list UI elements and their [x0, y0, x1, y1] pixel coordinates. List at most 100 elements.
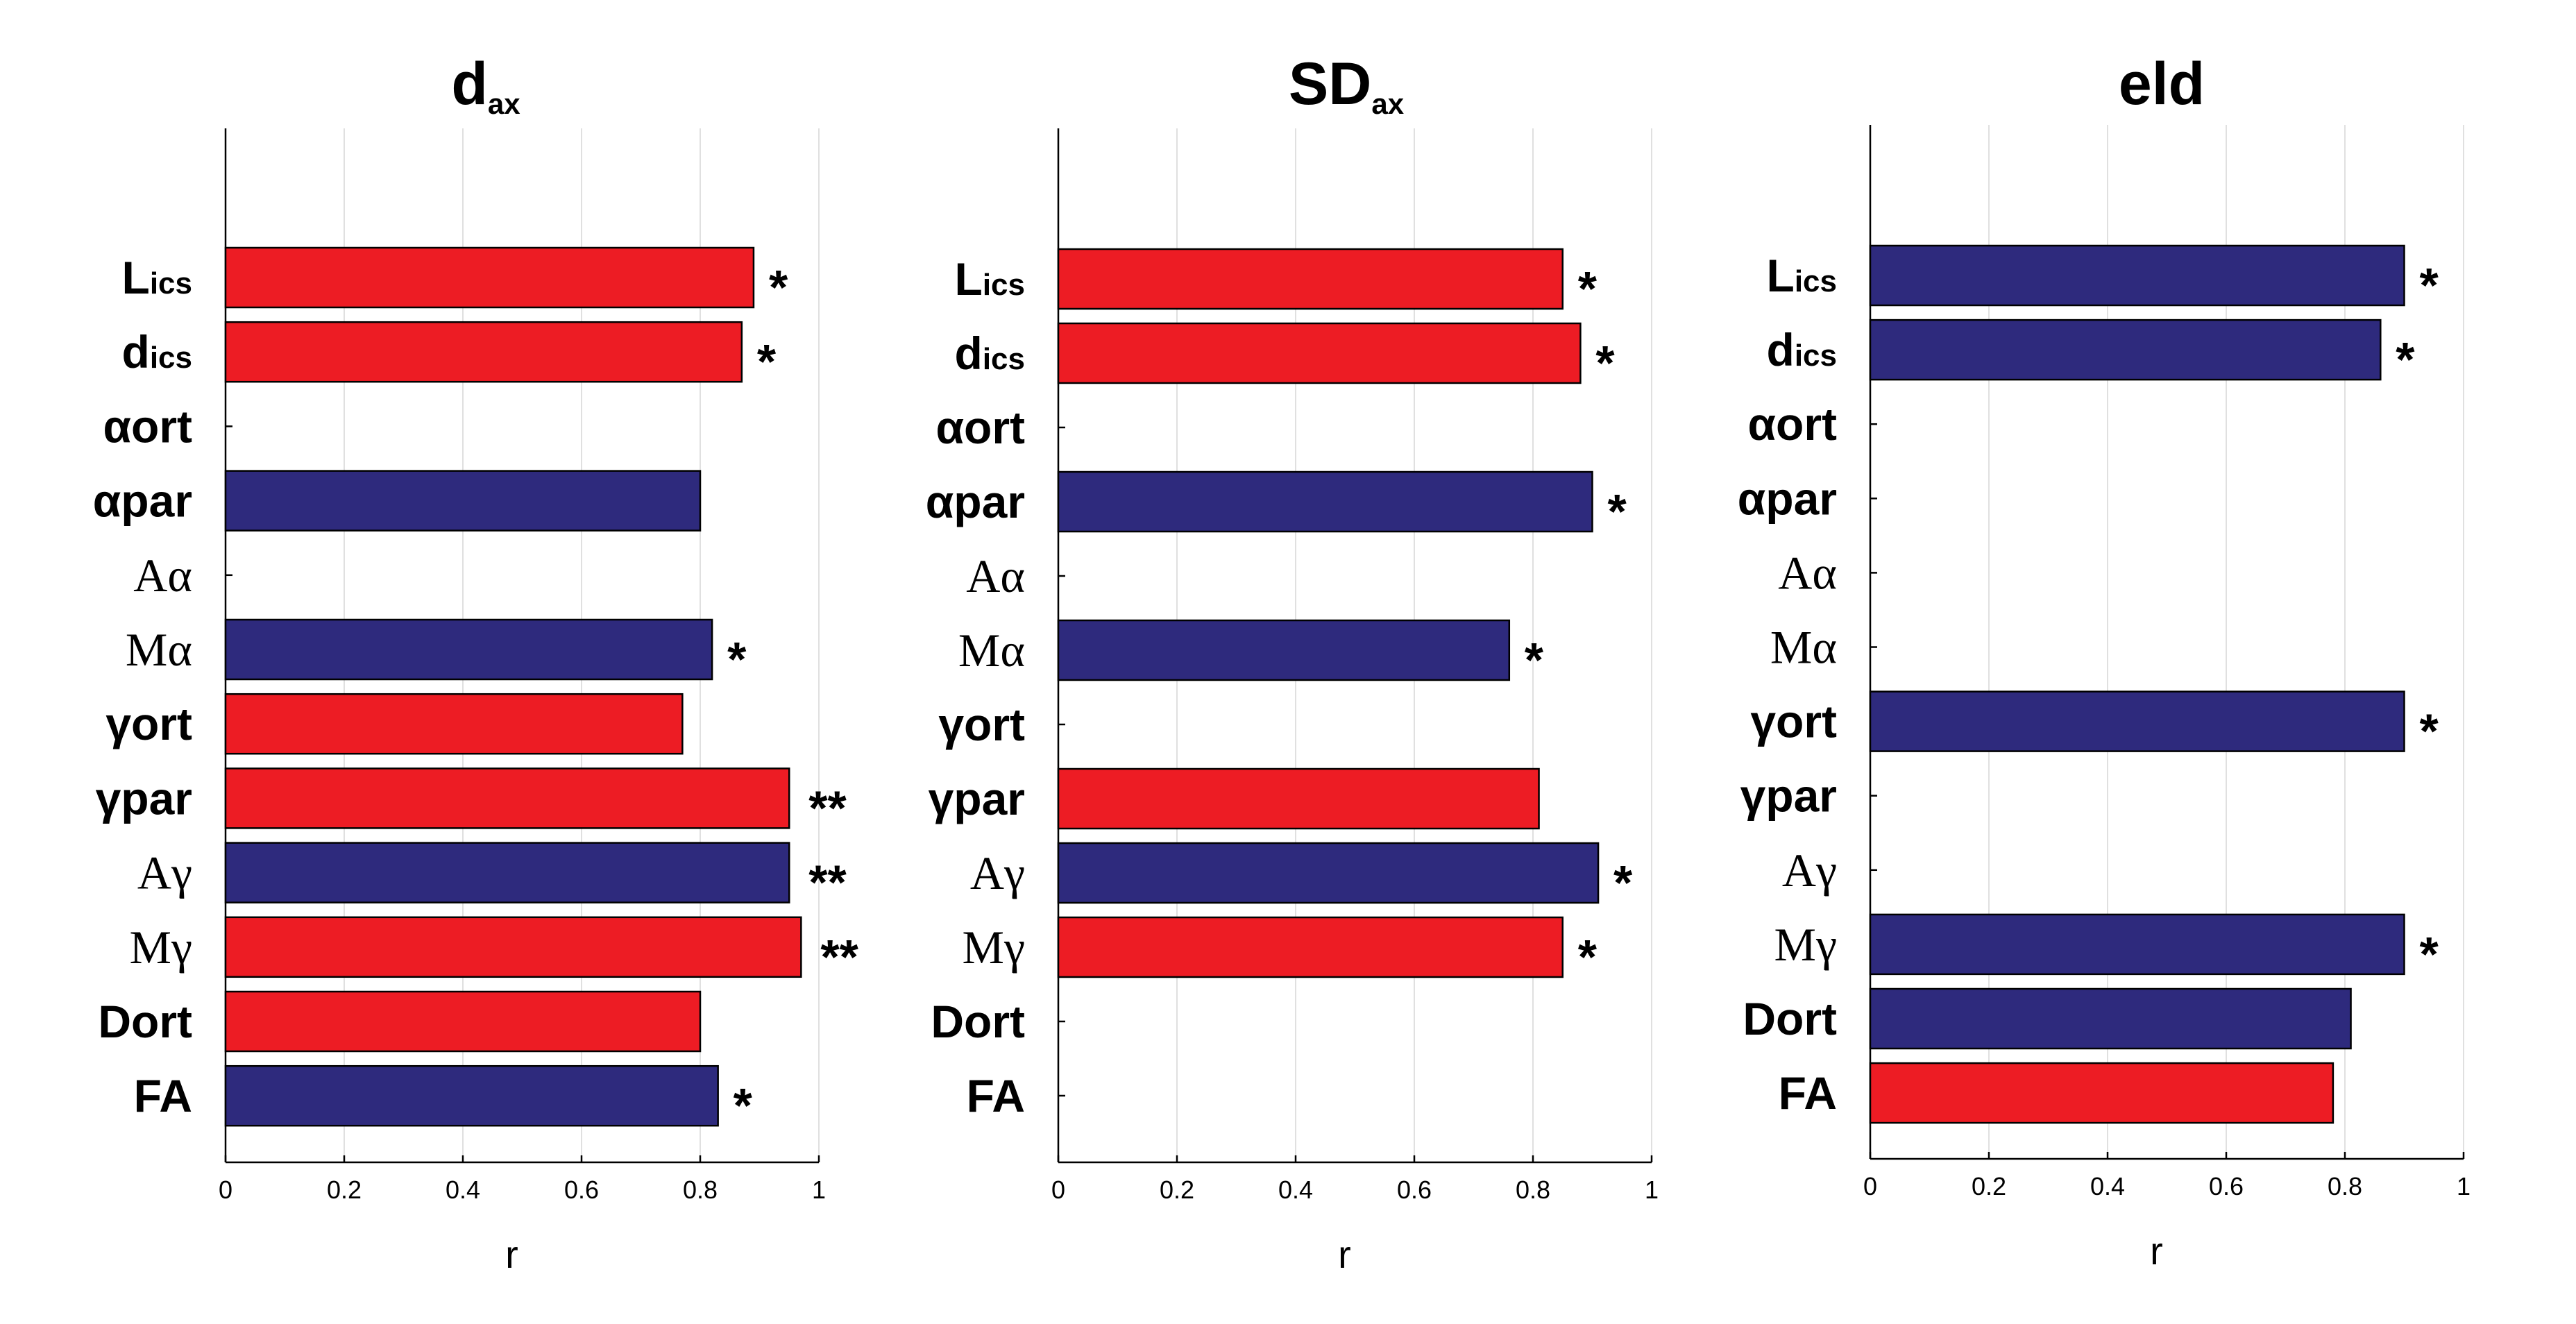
- x-tick-label: 1: [812, 1176, 826, 1204]
- bar: [1869, 913, 2405, 976]
- x-tick-label: 1: [1645, 1176, 1659, 1204]
- category-label: dics: [122, 326, 193, 377]
- bar: [1057, 767, 1540, 830]
- x-tick-label: 0.2: [1972, 1172, 2006, 1200]
- category-label: Aγ: [1782, 844, 1837, 897]
- category-label: dics: [1767, 324, 1838, 375]
- category-label: αpar: [926, 476, 1025, 527]
- category-label: FA: [134, 1070, 192, 1121]
- significance-marker: *: [1578, 930, 1598, 984]
- category-label: FA: [1779, 1067, 1837, 1119]
- x-axis-label: r: [2150, 1229, 2163, 1273]
- significance-marker: **: [808, 781, 847, 835]
- bar: [224, 916, 802, 978]
- category-label: γort: [1750, 696, 1837, 747]
- category-label: αpar: [93, 475, 192, 527]
- category-label: Mα: [1770, 621, 1837, 674]
- category-label: Dort: [1743, 993, 1837, 1044]
- category-label: Aα: [966, 550, 1025, 602]
- x-axis-label: r: [505, 1232, 518, 1276]
- significance-marker: *: [1608, 484, 1627, 538]
- chart-title: eld: [2119, 51, 2205, 117]
- x-axis-label: r: [1338, 1232, 1351, 1276]
- bar: [1869, 690, 2405, 752]
- x-tick-label: 0: [219, 1176, 232, 1204]
- category-label: Lics: [1767, 250, 1838, 301]
- x-tick-label: 0.2: [1160, 1176, 1194, 1204]
- bar: [224, 990, 702, 1053]
- category-label: Aα: [133, 549, 192, 602]
- category-label: Dort: [931, 996, 1025, 1047]
- chart-title: dax: [451, 51, 520, 120]
- bar: [1869, 319, 2382, 381]
- x-tick-label: 0: [1051, 1176, 1065, 1204]
- significance-marker: *: [2420, 704, 2439, 758]
- category-label: Lics: [955, 253, 1026, 305]
- bar: [1057, 916, 1564, 978]
- category-label: dics: [955, 328, 1026, 379]
- x-tick-label: 0.4: [2090, 1172, 2125, 1200]
- category-label: αpar: [1738, 473, 1837, 524]
- x-tick-label: 1: [2457, 1172, 2471, 1200]
- bar: [1869, 1062, 2334, 1124]
- category-label: Mα: [958, 624, 1025, 677]
- category-label: γpar: [929, 773, 1025, 824]
- bar: [1057, 470, 1593, 533]
- significance-marker: **: [808, 856, 847, 910]
- chart-panel-3: eld 0 0.2 0.4 0.6 0.8 1 r Lics * dics * αort αpar Aα Mα…: [1738, 51, 2471, 1273]
- chart-panel-2: SDax 0 0.2 0.4 0.6 0.8 1 r Lics * dics * αort αpar * Aα…: [926, 51, 1659, 1276]
- significance-marker: *: [769, 260, 788, 314]
- x-tick-label: 0.4: [446, 1176, 480, 1204]
- category-label: Aα: [1778, 546, 1837, 599]
- bar: [1057, 619, 1511, 681]
- x-tick-label: 0.8: [1516, 1176, 1550, 1204]
- category-label: Mγ: [129, 921, 192, 974]
- x-tick-label: 0: [1863, 1172, 1877, 1200]
- bar: [1869, 244, 2405, 307]
- bar: [1057, 322, 1582, 384]
- significance-marker: *: [757, 334, 777, 389]
- category-label: FA: [967, 1070, 1025, 1121]
- x-tick-label: 0.8: [2328, 1172, 2362, 1200]
- category-label: γort: [938, 699, 1025, 750]
- category-label: αort: [1747, 398, 1837, 450]
- significance-marker: *: [1525, 633, 1544, 687]
- bar: [1869, 987, 2352, 1050]
- category-label: αort: [935, 402, 1025, 453]
- significance-marker: **: [820, 930, 858, 984]
- category-label: γpar: [1740, 770, 1837, 822]
- significance-marker: *: [727, 632, 747, 686]
- x-tick-label: 0.6: [2209, 1172, 2244, 1200]
- bar: [224, 842, 790, 903]
- significance-marker: *: [2420, 927, 2439, 981]
- x-tick-label: 0.4: [1278, 1176, 1313, 1204]
- bar: [224, 693, 684, 755]
- category-label: αort: [103, 400, 192, 452]
- significance-marker: *: [1595, 336, 1615, 390]
- chart-title: SDax: [1289, 51, 1405, 120]
- category-label: γpar: [96, 772, 192, 824]
- x-tick-label: 0.6: [564, 1176, 599, 1204]
- category-label: Mγ: [1774, 918, 1837, 971]
- category-label: Mγ: [962, 921, 1025, 974]
- bar: [224, 321, 743, 383]
- category-label: Dort: [98, 996, 192, 1047]
- x-tick-label: 0.8: [683, 1176, 718, 1204]
- significance-marker: *: [2420, 258, 2439, 312]
- bar: [224, 618, 713, 681]
- x-tick-label: 0.2: [327, 1176, 362, 1204]
- category-label: Mα: [126, 623, 192, 676]
- significance-marker: *: [1578, 262, 1598, 316]
- category-label: γort: [105, 698, 192, 749]
- category-label: Lics: [122, 252, 193, 303]
- bar: [224, 1064, 719, 1127]
- category-label: Aγ: [970, 847, 1025, 899]
- bar: [224, 470, 702, 532]
- category-label: Aγ: [137, 847, 192, 899]
- x-tick-label: 0.6: [1397, 1176, 1432, 1204]
- significance-marker: *: [734, 1078, 753, 1132]
- chart-panel-1: dax 0 0.2 0.4 0.6 0.8 1 r Lics * dics * αort αpar Aα Mα…: [93, 51, 859, 1276]
- significance-marker: *: [2396, 332, 2415, 387]
- significance-marker: *: [1613, 856, 1633, 910]
- bar: [224, 246, 755, 309]
